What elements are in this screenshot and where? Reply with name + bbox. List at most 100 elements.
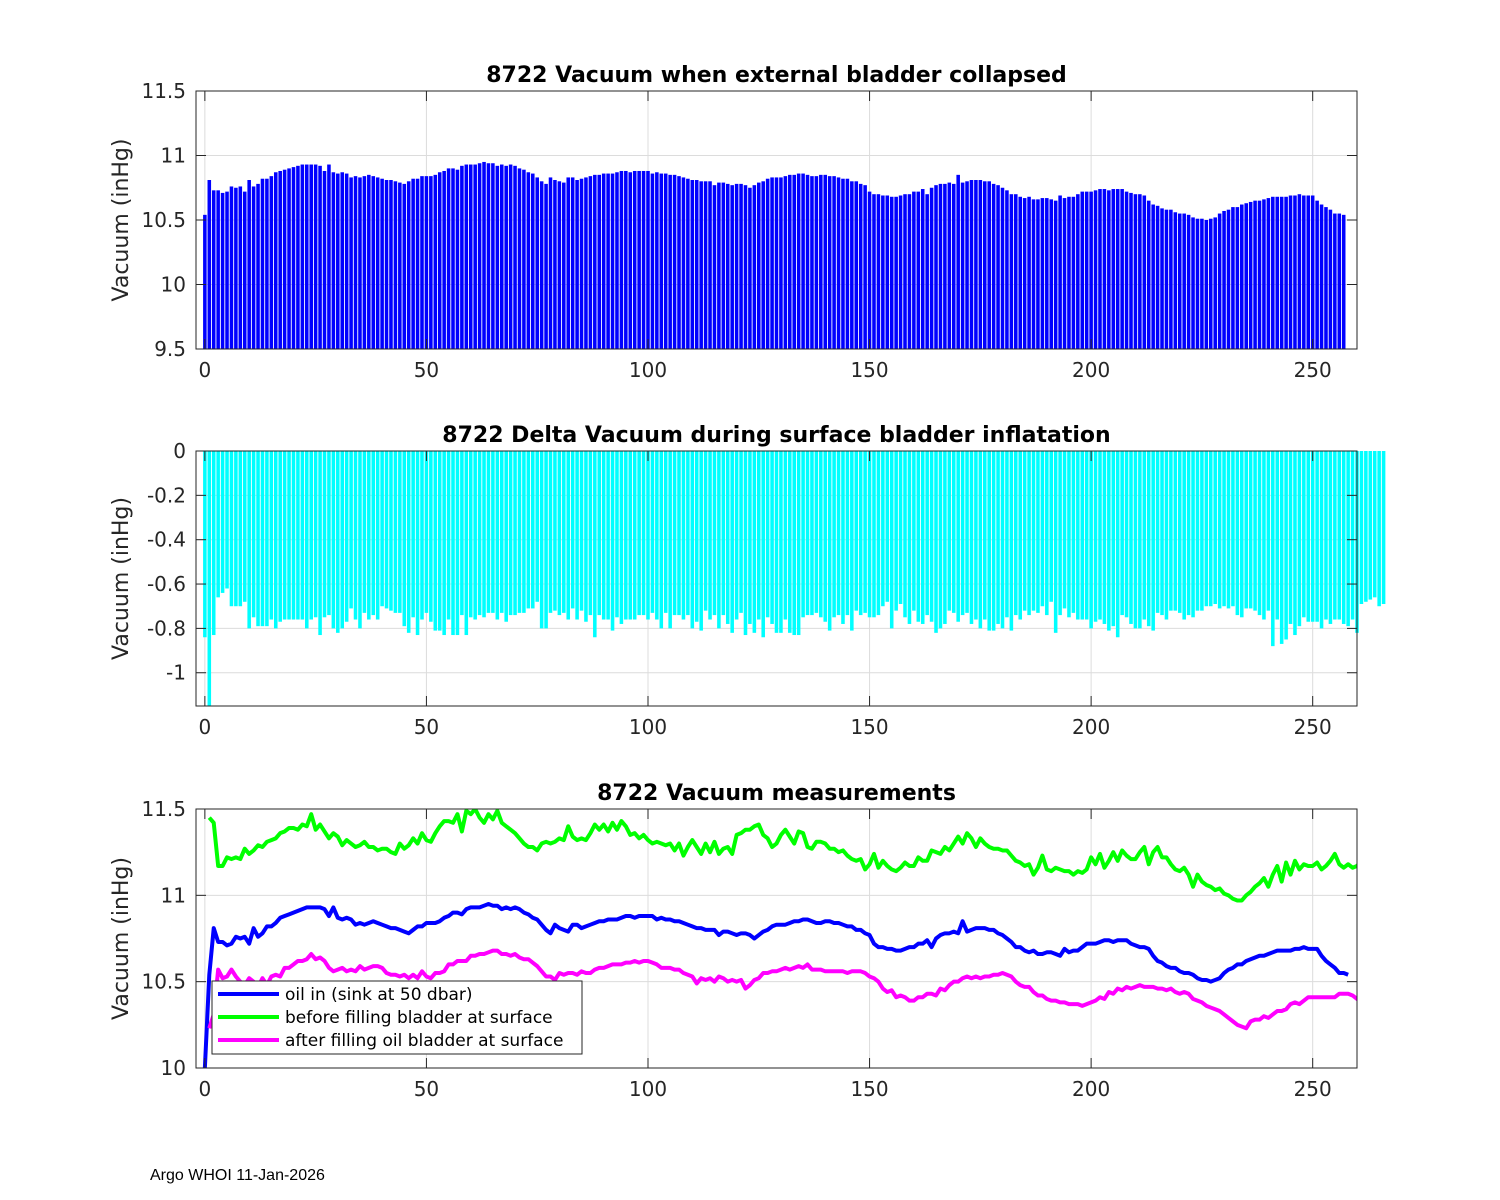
bar <box>1195 218 1200 349</box>
bar <box>938 183 943 349</box>
bar <box>965 451 969 613</box>
bar <box>499 164 504 349</box>
chart-vacuum-collapsed: 0 50 100 150 200 250 9.5 10 10.5 11 11.5 8722 Vacuu… <box>109 63 1358 382</box>
bar <box>420 176 424 349</box>
bar <box>451 168 455 349</box>
bar <box>1076 194 1080 349</box>
bar <box>260 451 265 627</box>
bar <box>402 183 407 349</box>
bar <box>1284 196 1288 349</box>
bar <box>774 451 779 633</box>
bar <box>579 178 584 349</box>
y-tick-label: 11 <box>161 144 186 168</box>
bar <box>460 451 464 616</box>
bar <box>1204 220 1209 349</box>
bar <box>313 164 318 349</box>
bar <box>1093 190 1098 349</box>
bar <box>983 181 987 349</box>
bar <box>406 451 411 633</box>
bar <box>619 451 624 624</box>
bar <box>1142 451 1147 620</box>
bar <box>1293 195 1297 349</box>
bar <box>1045 451 1049 616</box>
bar <box>367 451 371 620</box>
bar <box>943 451 947 624</box>
bar <box>451 451 455 636</box>
bar <box>1217 213 1222 349</box>
bar <box>531 451 535 609</box>
bar <box>575 451 579 620</box>
bar <box>832 176 836 349</box>
x-tick-label: 100 <box>629 1077 667 1101</box>
bar <box>234 187 238 349</box>
bar <box>1208 451 1213 607</box>
bar <box>211 190 216 349</box>
bar <box>606 451 610 620</box>
bar <box>278 170 282 349</box>
bar <box>1377 451 1381 607</box>
bar <box>1067 196 1071 349</box>
bar <box>260 178 265 349</box>
bar <box>358 177 362 349</box>
bar <box>437 451 442 631</box>
bar <box>1217 451 1222 609</box>
bar <box>531 173 535 349</box>
bar <box>615 451 619 618</box>
bar <box>788 174 792 349</box>
bar <box>557 181 562 349</box>
bar <box>371 451 376 616</box>
bar <box>827 176 832 349</box>
bar <box>1279 451 1284 644</box>
bar <box>1271 196 1275 349</box>
bar <box>703 181 708 349</box>
y-tick-label: 11 <box>161 883 186 907</box>
bar <box>362 451 367 613</box>
axes-box <box>195 450 1358 707</box>
x-tick-label: 50 <box>414 358 439 382</box>
bar <box>1231 451 1235 607</box>
bar <box>1213 217 1217 349</box>
bar <box>242 191 247 349</box>
bar <box>429 451 433 622</box>
bar <box>1076 451 1080 620</box>
bar <box>570 177 575 349</box>
bar <box>1000 451 1005 629</box>
bar <box>1341 451 1346 624</box>
bar <box>256 183 260 349</box>
bar <box>832 451 836 618</box>
x-tick-label: 250 <box>1294 715 1332 739</box>
bar <box>655 451 659 620</box>
x-tick-label: 50 <box>414 715 439 739</box>
bar <box>996 451 1000 624</box>
y-tick-label: 0 <box>173 439 186 463</box>
bar <box>1182 213 1186 349</box>
bar <box>415 178 420 349</box>
bar <box>1328 209 1333 349</box>
bar <box>207 451 212 706</box>
bar <box>1067 451 1071 618</box>
bar <box>1062 198 1067 349</box>
bar <box>929 451 934 622</box>
bar <box>1053 451 1058 633</box>
bar <box>380 178 384 349</box>
bar <box>340 451 345 629</box>
bar <box>1186 214 1191 349</box>
bar <box>1284 451 1288 640</box>
bar <box>925 194 929 349</box>
bar <box>477 451 482 616</box>
bar <box>526 172 531 349</box>
bar <box>805 451 810 616</box>
bar <box>1306 195 1311 349</box>
bar <box>907 194 912 349</box>
bar <box>1191 451 1195 618</box>
bar <box>1182 451 1186 620</box>
bar <box>522 169 526 349</box>
bar <box>708 451 712 620</box>
legend: oil in (sink at 50 dbar) before filling b… <box>211 980 583 1055</box>
bar <box>650 173 655 349</box>
bar <box>912 451 916 611</box>
bar <box>473 164 477 349</box>
bar <box>486 163 491 349</box>
bar <box>1111 451 1116 627</box>
